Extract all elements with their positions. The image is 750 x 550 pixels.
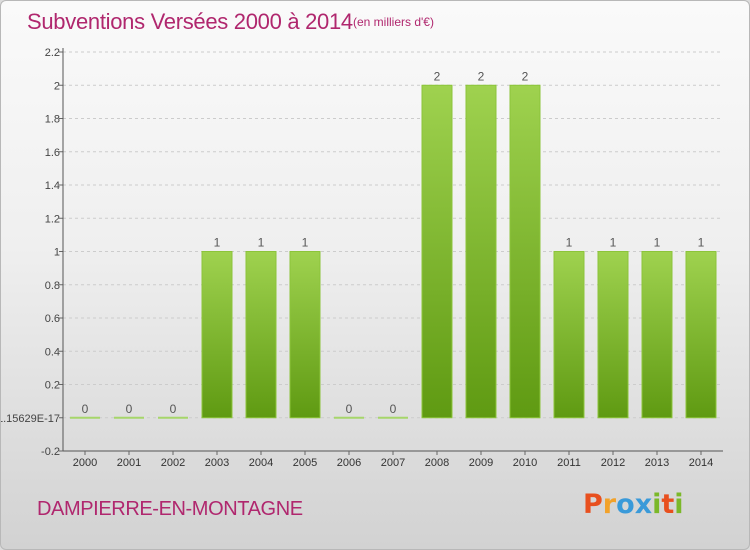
bar-2003	[201, 251, 233, 419]
value-label: 0	[82, 402, 89, 416]
bar-2014	[685, 251, 717, 419]
value-label: 0	[390, 402, 397, 416]
bar-2005	[289, 251, 321, 419]
bar-2011	[553, 251, 585, 419]
y-tick-label: -1.15629E-17	[1, 413, 60, 425]
y-tick-label: 0.4	[45, 346, 60, 358]
bar-2008	[421, 84, 453, 419]
x-tick-label: 2002	[161, 457, 185, 469]
x-tick-label: 2008	[425, 457, 449, 469]
y-tick-label: 1.2	[45, 213, 60, 225]
y-tick-label: 1	[54, 247, 60, 259]
unit-note: (en milliers d'€)	[353, 15, 434, 29]
proxiti-logo: Proxiti	[583, 489, 684, 520]
x-tick-label: 2014	[689, 457, 713, 469]
value-label: 1	[654, 236, 661, 250]
value-label: 1	[302, 236, 309, 250]
y-tick-label: 2	[54, 80, 60, 92]
x-tick-label: 2010	[513, 457, 537, 469]
x-tick-label: 2009	[469, 457, 493, 469]
logo-letter: t	[661, 489, 675, 520]
bar-2010	[509, 84, 541, 419]
value-label: 1	[698, 236, 705, 250]
y-tick-label: 1.8	[45, 114, 60, 126]
y-tick-label: -0.2	[41, 446, 60, 458]
value-label: 1	[566, 236, 573, 250]
x-tick-label: 2000	[73, 457, 97, 469]
value-label: 2	[522, 69, 529, 83]
value-label: 0	[126, 402, 133, 416]
value-label: 2	[478, 69, 485, 83]
logo-letter: o	[616, 489, 635, 520]
y-tick-label: 0.8	[45, 280, 60, 292]
chart-title: Subventions Versées 2000 à 2014	[27, 9, 353, 34]
y-tick-label: 1.4	[45, 180, 60, 192]
bar-2004	[245, 251, 277, 419]
logo-letter: x	[634, 489, 653, 520]
y-tick-label: 1.6	[45, 147, 60, 159]
x-tick-label: 2001	[117, 457, 141, 469]
x-tick-label: 2004	[249, 457, 273, 469]
commune-name: DAMPIERRE-EN-MONTAGNE	[37, 498, 303, 520]
value-label: 1	[214, 236, 221, 250]
y-tick-label: 2.2	[45, 47, 60, 59]
x-tick-label: 2013	[645, 457, 669, 469]
y-tick-label: 0.6	[45, 313, 60, 325]
value-label: 0	[346, 402, 353, 416]
logo-letter: i	[652, 489, 662, 520]
value-label: 0	[170, 402, 177, 416]
x-tick-label: 2003	[205, 457, 229, 469]
x-tick-label: 2007	[381, 457, 405, 469]
x-tick-label: 2006	[337, 457, 361, 469]
value-label: 2	[434, 69, 441, 83]
bar-2013	[641, 251, 673, 419]
value-label: 1	[610, 236, 617, 250]
x-tick-label: 2005	[293, 457, 317, 469]
logo-letter: i	[674, 489, 684, 520]
bar-2009	[465, 84, 497, 419]
value-label: 1	[258, 236, 265, 250]
x-tick-label: 2011	[557, 457, 581, 469]
y-tick-label: 0.2	[45, 380, 60, 392]
logo-letter: P	[583, 489, 603, 520]
logo-letter: r	[602, 489, 617, 520]
x-tick-label: 2012	[601, 457, 625, 469]
bar-2012	[597, 251, 629, 419]
